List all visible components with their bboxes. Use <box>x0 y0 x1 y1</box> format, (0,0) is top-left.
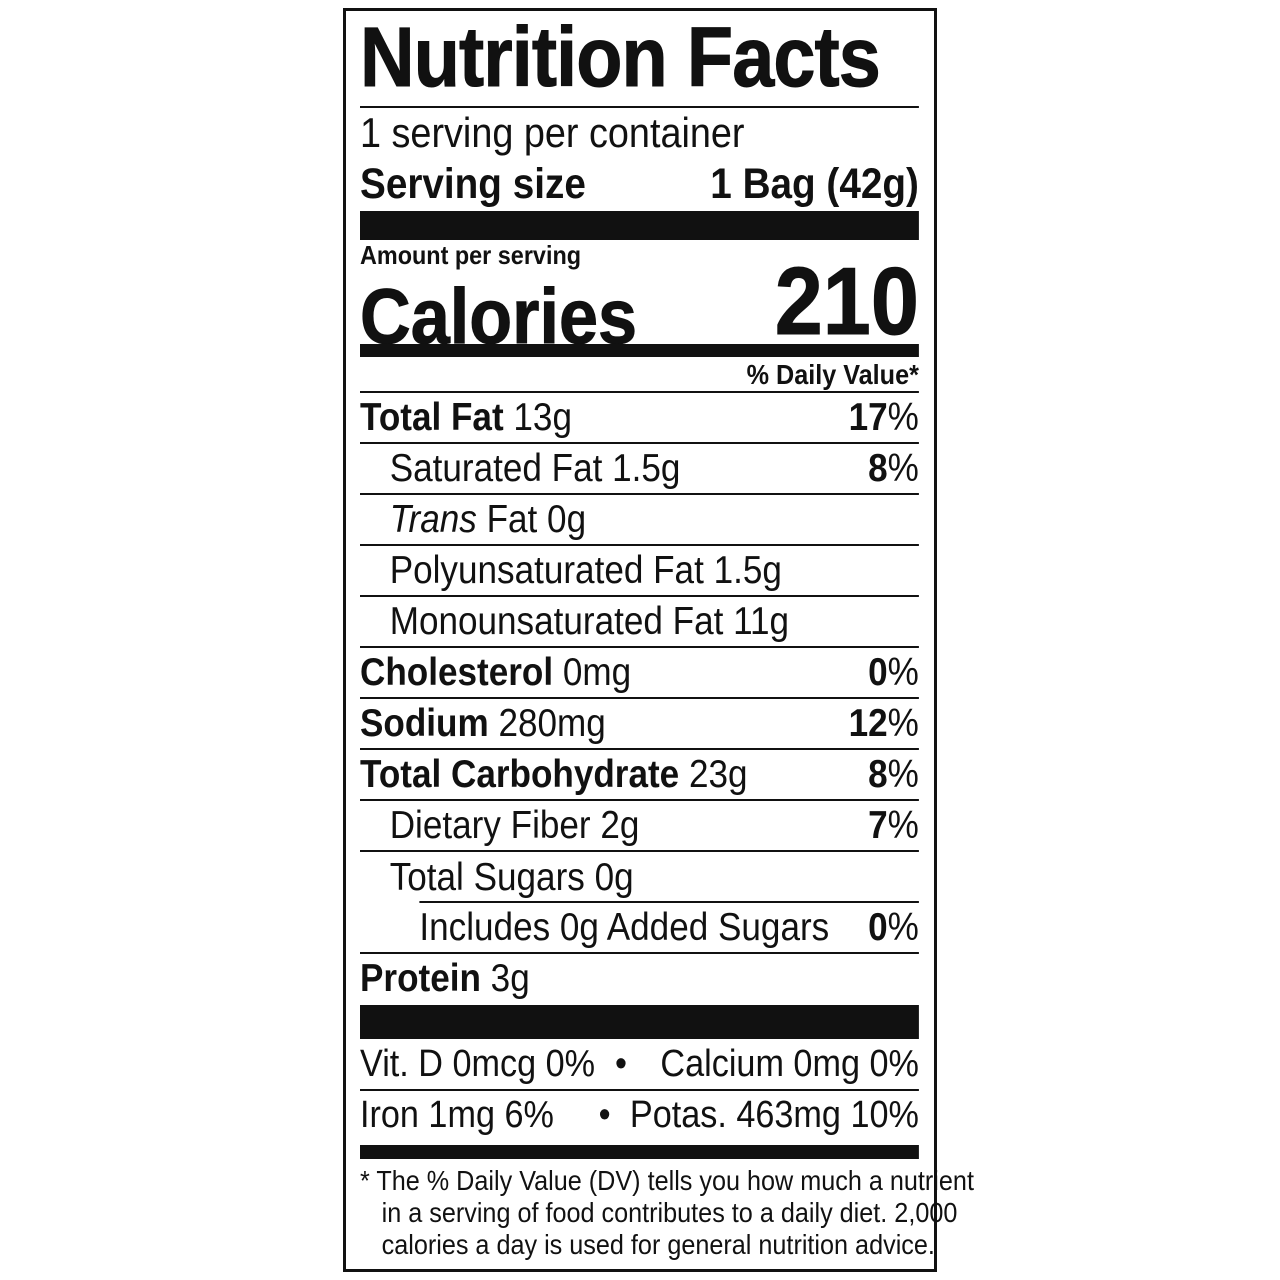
daily-value-percent: 0% <box>868 906 919 950</box>
nutrient-label: Polyunsaturated Fat 1.5g <box>360 549 782 593</box>
daily-value-header: % Daily Value* <box>746 359 919 390</box>
nutrient-label: Monounsaturated Fat 11g <box>360 600 789 644</box>
nutrient-amount: 2g <box>600 803 640 847</box>
nutrient-label: Total Sugars 0g <box>360 856 634 900</box>
nutrient-name: Total Fat <box>360 395 504 439</box>
nutrient-row: Total Carbohydrate 23g 8% <box>360 750 919 801</box>
nutrient-name: Cholesterol <box>360 650 554 694</box>
percent-sign: % <box>887 752 919 796</box>
bullet: • <box>615 1043 627 1085</box>
nutrient-name: Total Sugars <box>389 855 585 899</box>
nutrient-row: Trans Fat 0g <box>360 495 919 546</box>
dv-number: 17 <box>848 395 888 439</box>
daily-value-percent: 8% <box>868 447 919 491</box>
vitamin-d: Vit. D 0mcg 0% <box>360 1043 596 1085</box>
percent-sign: % <box>887 395 919 439</box>
nutrient-row: Sodium 280mg 12% <box>360 699 919 750</box>
nutrient-row: Cholesterol 0mg 0% <box>360 648 919 699</box>
nutrient-label: Protein 3g <box>360 957 530 1001</box>
nutrient-label: Dietary Fiber 2g <box>360 803 640 848</box>
dv-number: 8 <box>868 752 888 796</box>
nutrient-amount: 0g <box>547 497 587 541</box>
nutrient-list: Total Fat 13g 17% Saturated Fat 1.5g 8% Tran… <box>360 393 919 1003</box>
nutrient-name: Fat <box>486 497 538 541</box>
footnote-line: calories a day is used for general nutri… <box>381 1229 935 1260</box>
nutrient-name: Dietary Fiber <box>389 803 591 847</box>
footnote: * The % Daily Value (DV) tells you how m… <box>360 1165 974 1261</box>
percent-sign: % <box>887 803 919 847</box>
nutrient-row: Monounsaturated Fat 11g <box>360 597 919 648</box>
bullet: • <box>598 1094 611 1136</box>
percent-sign: % <box>887 905 919 949</box>
nutrient-amount: 0g <box>594 855 634 899</box>
daily-value-percent: 17% <box>849 396 919 440</box>
nutrient-name: Total Carbohydrate <box>360 752 680 796</box>
serving-size: Serving size 1 Bag (42g) <box>360 158 919 210</box>
thick-divider <box>360 1005 919 1039</box>
footnote-line: * The % Daily Value (DV) tells you how m… <box>360 1165 974 1196</box>
dv-number: 0 <box>868 905 888 949</box>
dv-number: 12 <box>848 701 888 745</box>
percent-sign: % <box>887 650 919 694</box>
iron: Iron 1mg 6% <box>360 1094 554 1136</box>
daily-value-percent: 0% <box>868 651 919 695</box>
vitamin-row: Vit. D 0mcg 0% • Calcium 0mg 0% <box>360 1040 919 1091</box>
nutrient-name: Protein <box>360 956 481 1000</box>
nutrient-name: Includes 0g Added Sugars <box>419 905 830 949</box>
nutrient-name: Monounsaturated Fat <box>389 599 724 643</box>
nutrient-label: Sodium 280mg <box>360 702 606 746</box>
vitamin-list: Vit. D 0mcg 0% • Calcium 0mg 0% Iron 1mg… <box>360 1040 919 1140</box>
nutrient-amount: 3g <box>490 956 530 1000</box>
dv-number: 8 <box>868 446 888 490</box>
divider <box>360 391 919 393</box>
nutrient-name-italic: Trans <box>389 497 477 541</box>
nutrient-label: Saturated Fat 1.5g <box>360 446 681 491</box>
nutrient-row: Protein 3g <box>360 954 919 1003</box>
serving-size-label: Serving size <box>360 160 586 208</box>
percent-sign: % <box>887 446 919 490</box>
nutrient-label: Cholesterol 0mg <box>360 651 631 695</box>
nutrient-name: Polyunsaturated Fat <box>389 548 704 592</box>
nutrient-label: Trans Fat 0g <box>360 498 586 542</box>
nutrient-amount: 0mg <box>562 650 632 694</box>
amount-per-serving: Amount per serving <box>360 240 582 270</box>
nutrient-amount: 1.5g <box>612 446 681 490</box>
serving-size-value: 1 Bag (42g) <box>710 160 919 208</box>
nutrient-row: Total Fat 13g 17% <box>360 393 919 444</box>
servings-per-container: 1 serving per container <box>360 109 745 156</box>
nutrient-amount: 23g <box>688 752 748 796</box>
daily-value-percent: 7% <box>868 804 919 848</box>
nutrient-row: Dietary Fiber 2g 7% <box>360 801 919 852</box>
daily-value-percent: 12% <box>849 702 919 746</box>
percent-sign: % <box>887 701 919 745</box>
medium-divider <box>360 1145 919 1159</box>
nutrient-label: Total Fat 13g <box>360 396 572 440</box>
nutrient-name: Sodium <box>360 701 489 745</box>
nutrient-label: Total Carbohydrate 23g <box>360 753 748 797</box>
nutrition-facts-label: Nutrition Facts 1 serving per container … <box>343 8 974 1272</box>
nutrient-row: Polyunsaturated Fat 1.5g <box>360 546 919 597</box>
vitamin-row: Iron 1mg 6% • Potas. 463mg 10% <box>360 1091 919 1140</box>
calories-value: 210 <box>774 248 919 356</box>
dv-number: 0 <box>868 650 888 694</box>
potassium: Potas. 463mg 10% <box>629 1094 919 1136</box>
nutrient-name: Saturated Fat <box>389 446 603 490</box>
nutrient-label: Includes 0g Added Sugars <box>360 906 829 950</box>
calcium: Calcium 0mg 0% <box>660 1043 919 1085</box>
thick-divider <box>360 211 919 240</box>
nutrient-amount: 280mg <box>498 701 606 745</box>
dv-number: 7 <box>868 803 888 847</box>
daily-value-percent: 8% <box>868 753 919 797</box>
nutrient-row: Saturated Fat 1.5g 8% <box>360 444 919 495</box>
footnote-line: in a serving of food contributes to a da… <box>381 1197 958 1228</box>
nutrient-row: Total Sugars 0g <box>360 852 919 903</box>
nutrient-amount: 1.5g <box>713 548 782 592</box>
nutrient-row: Includes 0g Added Sugars 0% <box>360 903 919 954</box>
label-title: Nutrition Facts <box>360 10 882 105</box>
nutrient-amount: 11g <box>733 599 790 643</box>
divider <box>360 106 919 108</box>
nutrient-amount: 13g <box>513 395 572 439</box>
medium-divider <box>360 344 919 357</box>
